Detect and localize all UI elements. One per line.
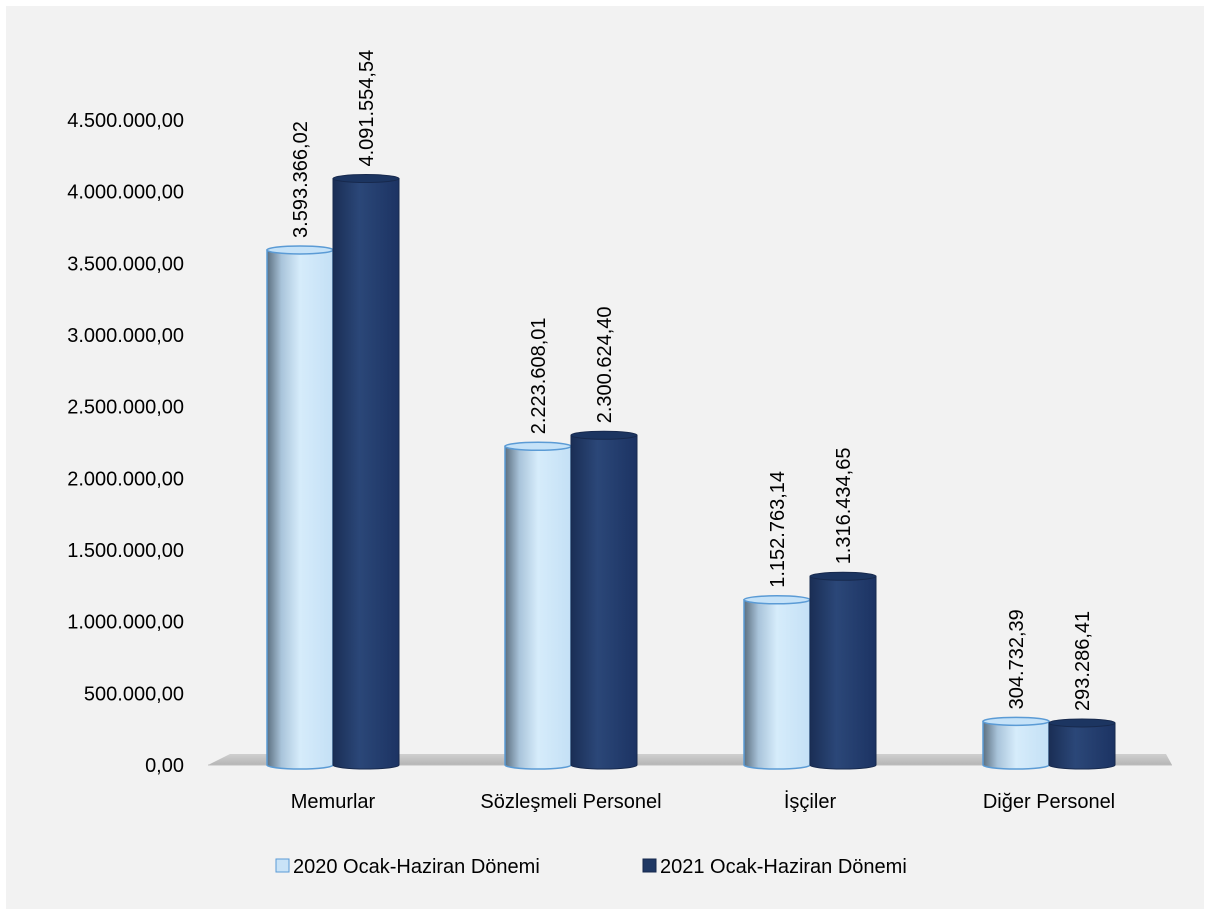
legend-label: 2020 Ocak-Haziran Dönemi xyxy=(293,856,540,878)
bar-body xyxy=(570,434,638,770)
y-tick-label: 2.000.000,00 xyxy=(67,468,184,490)
bar-top xyxy=(743,595,811,605)
y-tick-label: 1.500.000,00 xyxy=(67,540,184,562)
bar-2020-2 xyxy=(743,595,811,770)
bar-top xyxy=(266,245,334,255)
data-label: 4.091.554,54 xyxy=(356,50,378,167)
bar-body xyxy=(266,249,334,770)
legend-swatch xyxy=(275,858,290,873)
bar-body xyxy=(809,575,877,770)
legend-swatch xyxy=(642,858,657,873)
category-label: İşçiler xyxy=(784,790,837,813)
bar-top xyxy=(332,174,400,184)
legend-label: 2021 Ocak-Haziran Dönemi xyxy=(660,856,907,878)
y-tick-label: 4.000.000,00 xyxy=(67,182,184,204)
x-axis: Memurlar Sözleşmeli Personel İşçiler Diğer … xyxy=(291,790,1115,813)
y-tick-label: 2.500.000,00 xyxy=(67,397,184,419)
y-axis: 0,00 500.000,00 1.000.000,00 1.500.000,00 2.… xyxy=(67,110,184,777)
bar-body xyxy=(982,720,1050,770)
bar-top xyxy=(1048,718,1116,728)
bars xyxy=(266,174,1116,770)
category-label: Memurlar xyxy=(291,791,376,813)
data-label: 2.223.608,01 xyxy=(528,318,550,435)
bar-top xyxy=(504,441,572,452)
bar-2021-2 xyxy=(809,571,877,770)
y-tick-label: 3.500.000,00 xyxy=(67,253,184,275)
bar-2020-3 xyxy=(982,716,1050,770)
bar-body xyxy=(504,445,572,770)
bar-top xyxy=(982,716,1050,727)
y-tick-label: 1.000.000,00 xyxy=(67,612,184,634)
data-label: 293.286,41 xyxy=(1072,611,1094,711)
data-label: 1.316.434,65 xyxy=(833,448,855,565)
data-label: 2.300.624,40 xyxy=(594,306,616,423)
bar-2021-0 xyxy=(332,174,400,770)
bar-body xyxy=(743,599,811,770)
category-label: Diğer Personel xyxy=(983,791,1115,813)
bar-2021-3 xyxy=(1048,718,1116,770)
data-label: 304.732,39 xyxy=(1006,609,1028,709)
legend-item-2021: 2021 Ocak-Haziran Dönemi xyxy=(642,856,907,878)
y-tick-label: 500.000,00 xyxy=(84,683,184,705)
data-labels: 3.593.366,02 4.091.554,54 2.223.608,01 2.30… xyxy=(290,50,1094,711)
y-tick-label: 3.000.000,00 xyxy=(67,325,184,347)
data-label: 1.152.763,14 xyxy=(767,471,789,588)
floor-plate xyxy=(208,754,1172,765)
y-tick-label: 4.500.000,00 xyxy=(67,110,184,132)
legend-item-2020: 2020 Ocak-Haziran Dönemi xyxy=(275,856,540,878)
bar-top xyxy=(809,571,877,581)
category-label: Sözleşmeli Personel xyxy=(480,791,661,813)
bar-top xyxy=(570,430,638,440)
data-label: 3.593.366,02 xyxy=(290,121,312,238)
bar-2020-0 xyxy=(266,245,334,770)
y-tick-label: 0,00 xyxy=(145,755,184,777)
bar-body xyxy=(1048,722,1116,770)
bar-2020-1 xyxy=(504,441,572,770)
bar-body xyxy=(332,178,400,770)
bar-2021-1 xyxy=(570,430,638,770)
legend: 2020 Ocak-Haziran Dönemi 2021 Ocak-Hazira… xyxy=(275,856,907,878)
